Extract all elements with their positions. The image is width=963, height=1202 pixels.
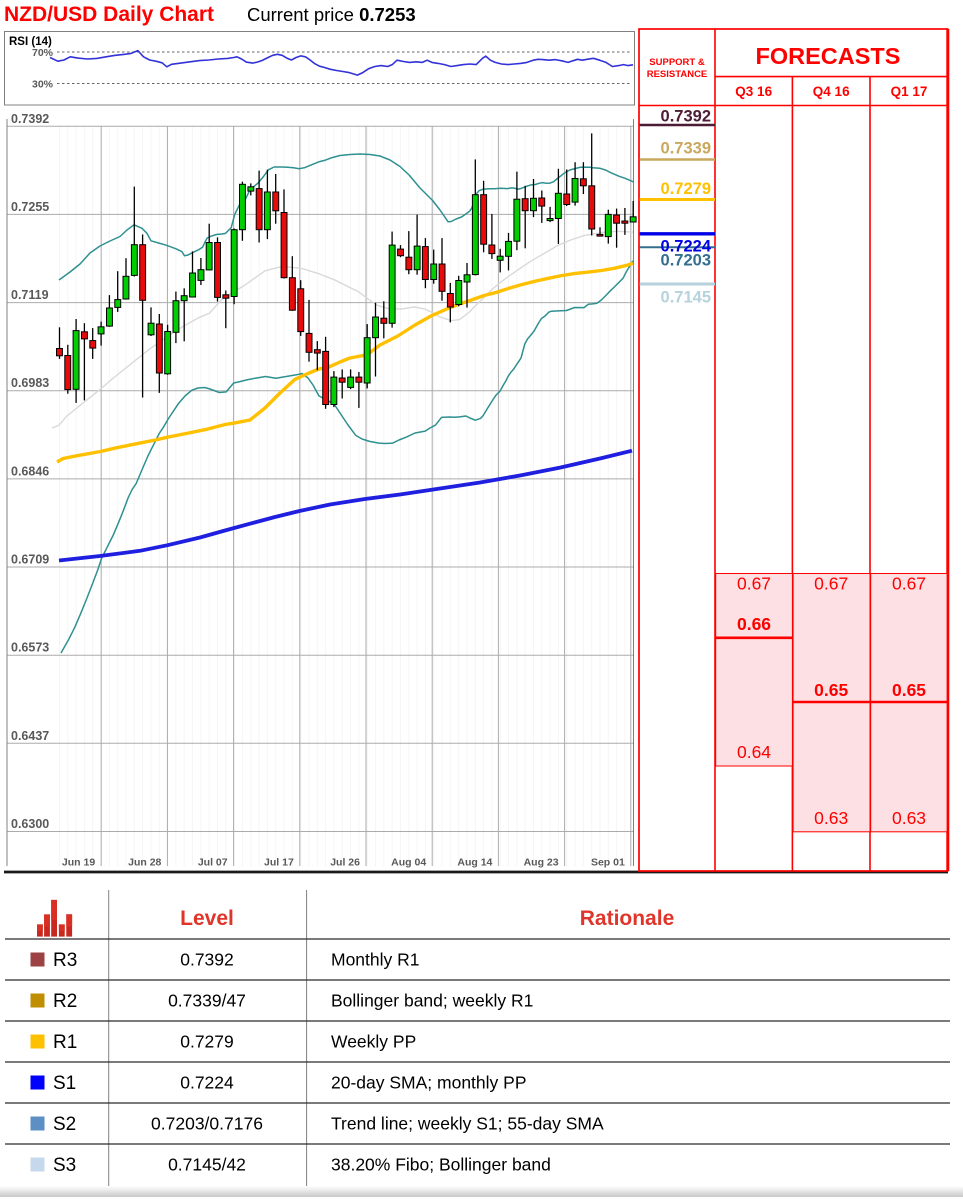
svg-text:0.6573: 0.6573	[11, 641, 49, 655]
svg-text:0.6846: 0.6846	[11, 464, 49, 478]
svg-text:0.64: 0.64	[737, 742, 771, 762]
svg-text:Aug 04: Aug 04	[391, 857, 426, 869]
svg-text:S3: S3	[53, 1155, 76, 1176]
svg-text:0.65: 0.65	[892, 680, 926, 700]
svg-text:0.6983: 0.6983	[11, 376, 49, 390]
svg-text:0.7203: 0.7203	[661, 252, 711, 270]
svg-text:Weekly PP: Weekly PP	[331, 1032, 416, 1052]
svg-text:Rationale: Rationale	[580, 907, 675, 930]
svg-text:Bollinger band; weekly R1: Bollinger band; weekly R1	[331, 991, 533, 1011]
svg-text:Trend line; weekly S1; 55-day: Trend line; weekly S1; 55-day SMA	[331, 1114, 604, 1134]
svg-text:S2: S2	[53, 1114, 76, 1135]
svg-text:RSI (14): RSI (14)	[9, 36, 52, 48]
svg-text:0.67: 0.67	[737, 574, 771, 594]
svg-text:Sep 01: Sep 01	[591, 857, 625, 869]
svg-text:Q1 17: Q1 17	[891, 84, 928, 99]
svg-text:NZD/USD Daily Chart: NZD/USD Daily Chart	[4, 3, 214, 26]
svg-text:0.7392: 0.7392	[180, 950, 234, 970]
svg-text:0.7145/42: 0.7145/42	[168, 1155, 246, 1175]
svg-text:0.7255: 0.7255	[11, 200, 49, 214]
svg-text:Aug 23: Aug 23	[524, 857, 559, 869]
svg-text:0.67: 0.67	[814, 574, 848, 594]
svg-text:R3: R3	[53, 950, 77, 971]
svg-text:0.63: 0.63	[892, 808, 926, 828]
svg-text:RESISTANCE: RESISTANCE	[647, 69, 708, 80]
svg-text:0.7279: 0.7279	[661, 180, 711, 198]
svg-text:0.7339: 0.7339	[661, 140, 711, 158]
svg-text:0.63: 0.63	[814, 808, 848, 828]
svg-text:0.7279: 0.7279	[180, 1032, 234, 1052]
svg-text:Monthly R1: Monthly R1	[331, 950, 420, 970]
svg-text:20-day SMA; monthly PP: 20-day SMA; monthly PP	[331, 1073, 527, 1093]
svg-text:0.66: 0.66	[737, 614, 771, 634]
svg-text:Current price 0.7253: Current price 0.7253	[247, 4, 416, 25]
svg-text:0.7145: 0.7145	[661, 289, 711, 307]
svg-text:0.67: 0.67	[892, 574, 926, 594]
svg-text:FORECASTS: FORECASTS	[756, 43, 901, 69]
svg-text:S1: S1	[53, 1073, 76, 1094]
svg-text:0.65: 0.65	[814, 680, 848, 700]
svg-text:0.7392: 0.7392	[11, 112, 49, 126]
svg-text:0.6300: 0.6300	[11, 817, 49, 831]
svg-text:Jul 17: Jul 17	[264, 857, 294, 869]
svg-text:0.7203/0.7176: 0.7203/0.7176	[151, 1114, 263, 1134]
svg-text:0.7339/47: 0.7339/47	[168, 991, 246, 1011]
svg-text:Jul 26: Jul 26	[330, 857, 360, 869]
svg-text:R1: R1	[53, 1032, 77, 1053]
svg-text:70%: 70%	[32, 47, 54, 59]
svg-text:0.7224: 0.7224	[180, 1073, 234, 1093]
svg-text:Jun 28: Jun 28	[128, 857, 161, 869]
svg-text:0.6709: 0.6709	[11, 553, 49, 567]
svg-text:0.7392: 0.7392	[661, 108, 711, 126]
svg-text:Q3 16: Q3 16	[735, 84, 772, 99]
svg-text:R2: R2	[53, 991, 77, 1012]
svg-text:30%: 30%	[32, 79, 54, 91]
svg-text:Jun 19: Jun 19	[62, 857, 95, 869]
svg-text:Level: Level	[180, 907, 234, 930]
svg-text:0.7119: 0.7119	[11, 288, 49, 302]
svg-text:Aug 14: Aug 14	[457, 857, 492, 869]
svg-text:Q4 16: Q4 16	[813, 84, 850, 99]
svg-text:SUPPORT &: SUPPORT &	[649, 57, 705, 68]
svg-text:Jul 07: Jul 07	[198, 857, 228, 869]
svg-text:38.20% Fibo; Bollinger band: 38.20% Fibo; Bollinger band	[331, 1155, 551, 1175]
svg-text:0.7224: 0.7224	[661, 238, 712, 256]
svg-text:0.6437: 0.6437	[11, 729, 49, 743]
